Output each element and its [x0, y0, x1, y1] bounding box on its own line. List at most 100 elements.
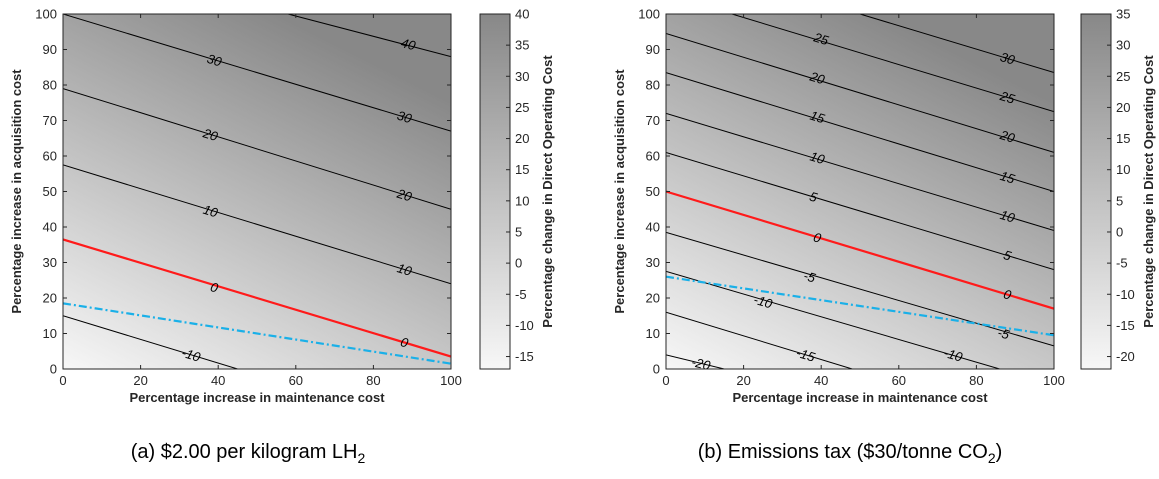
y-tick-label: 30 [646, 255, 660, 270]
colorbar [479, 13, 511, 370]
y-tick-label: 90 [646, 42, 660, 57]
colorbar-tick-label: -15 [1116, 318, 1135, 333]
colorbar-tick-label: -10 [515, 318, 534, 333]
contour-label: 40 [399, 35, 418, 53]
contour-label: 20 [997, 127, 1017, 146]
contour-label: 5 [808, 189, 820, 206]
colorbar-tick-label: 25 [1116, 69, 1130, 84]
y-tick-label: 30 [43, 255, 57, 270]
y-tick-label: 70 [646, 113, 660, 128]
colorbar-tick-label: 20 [515, 131, 529, 146]
y-tick-label: 90 [43, 42, 57, 57]
colorbar-tick-label: 25 [515, 100, 529, 115]
x-tick-label: 80 [969, 373, 983, 388]
contour-label: 0 [1002, 286, 1014, 303]
y-tick-label: 50 [646, 184, 660, 199]
contour-label: -5 [996, 325, 1012, 343]
colorbar-tick-label: -15 [515, 349, 534, 364]
x-tick-label: 100 [1043, 373, 1065, 388]
contour-line [731, 14, 1054, 113]
contour-lines [666, 14, 1054, 369]
contour-line [287, 14, 451, 58]
contour-line [666, 112, 1054, 232]
contour-line [666, 270, 1000, 369]
x-tick-label: 60 [289, 373, 303, 388]
colorbar-tick-label: 30 [1116, 38, 1130, 53]
x-tick-label: 60 [892, 373, 906, 388]
contour-label: 10 [808, 149, 827, 168]
panel-caption: (b) Emissions tax ($30/tonne CO2) [698, 441, 1003, 466]
y-tick-label: 10 [43, 326, 57, 341]
caption-main: (b) Emissions tax ($30/tonne CO [698, 441, 988, 463]
colorbar-tick-label: 5 [1116, 193, 1123, 208]
y-tick-label: 70 [43, 113, 57, 128]
y-tick-label: 10 [646, 326, 660, 341]
y-axis-label: Percentage increase in acquisition cost [612, 69, 627, 314]
x-axis-label: Percentage increase in maintenance cost [732, 390, 988, 405]
contour-line [666, 72, 1054, 192]
contour-label: -10 [752, 292, 775, 312]
contour-label: 25 [997, 88, 1017, 107]
x-tick-label: 20 [133, 373, 147, 388]
plot-background [63, 14, 451, 369]
contour-label: 10 [998, 207, 1017, 226]
colorbar-tick-label: 15 [515, 162, 529, 177]
contour-label: -10 [180, 345, 203, 365]
y-tick-label: 80 [43, 78, 57, 93]
contour-line [63, 315, 238, 369]
colorbar-tick-label: 35 [515, 38, 529, 53]
contour-label: -5 [802, 268, 818, 286]
x-tick-label: 100 [440, 373, 462, 388]
contour-label: 30 [998, 49, 1017, 68]
zero-contour-line [666, 190, 1054, 310]
y-tick-label: 80 [646, 78, 660, 93]
colorbar-tick-label: -10 [1116, 287, 1135, 302]
y-tick-label: 60 [43, 149, 57, 164]
colorbar-tick-label: 10 [515, 193, 529, 208]
caption-subscript: 2 [988, 450, 996, 466]
contour-line [63, 164, 451, 285]
caption-subscript: 2 [357, 450, 365, 466]
colorbar-tick-label: 10 [1116, 162, 1130, 177]
colorbar-tick-label: 5 [515, 224, 522, 239]
contour-label: 20 [394, 185, 414, 204]
contour-label: 20 [200, 125, 220, 144]
x-axis-label: Percentage increase in maintenance cost [129, 390, 385, 405]
colorbar-label: Percentage change in Direct Operating Co… [1141, 55, 1156, 328]
x-tick-label: 40 [211, 373, 225, 388]
contour-label: 0 [209, 279, 221, 296]
y-tick-label: 100 [638, 7, 660, 22]
colorbar-tick-label: 30 [515, 69, 529, 84]
contour-line [63, 88, 451, 210]
y-tick-label: 40 [646, 220, 660, 235]
colorbar-label: Percentage change in Direct Operating Co… [540, 55, 555, 328]
caption-tail: ) [996, 441, 1003, 463]
contour-label: -10 [942, 345, 965, 365]
caption-main: (a) $2.00 per kilogram LH [131, 441, 358, 463]
colorbar-tick-label: 0 [515, 256, 522, 271]
x-tick-label: 80 [366, 373, 380, 388]
x-tick-label: 40 [814, 373, 828, 388]
contour-line [666, 354, 725, 369]
zero-contour-line [63, 238, 451, 358]
y-tick-label: 0 [50, 362, 57, 377]
panel-caption: (a) $2.00 per kilogram LH2 [131, 441, 366, 466]
contour-line [666, 151, 1054, 271]
contour-label: 10 [395, 260, 414, 279]
colorbar-tick-label: -20 [1116, 349, 1135, 364]
contour-lines [63, 14, 451, 369]
contour-label: 15 [808, 108, 827, 127]
breakeven-line [63, 302, 451, 365]
contour-line [666, 231, 1054, 347]
colorbar-tick-label: -5 [515, 287, 527, 302]
colorbar-tick-label: 40 [515, 7, 529, 22]
contour-label: 5 [1002, 247, 1014, 264]
x-tick-label: 0 [59, 373, 66, 388]
y-tick-label: 100 [35, 7, 57, 22]
y-tick-label: 20 [43, 291, 57, 306]
contour-label: 10 [201, 202, 220, 221]
colorbar-tick-label: 20 [1116, 100, 1130, 115]
